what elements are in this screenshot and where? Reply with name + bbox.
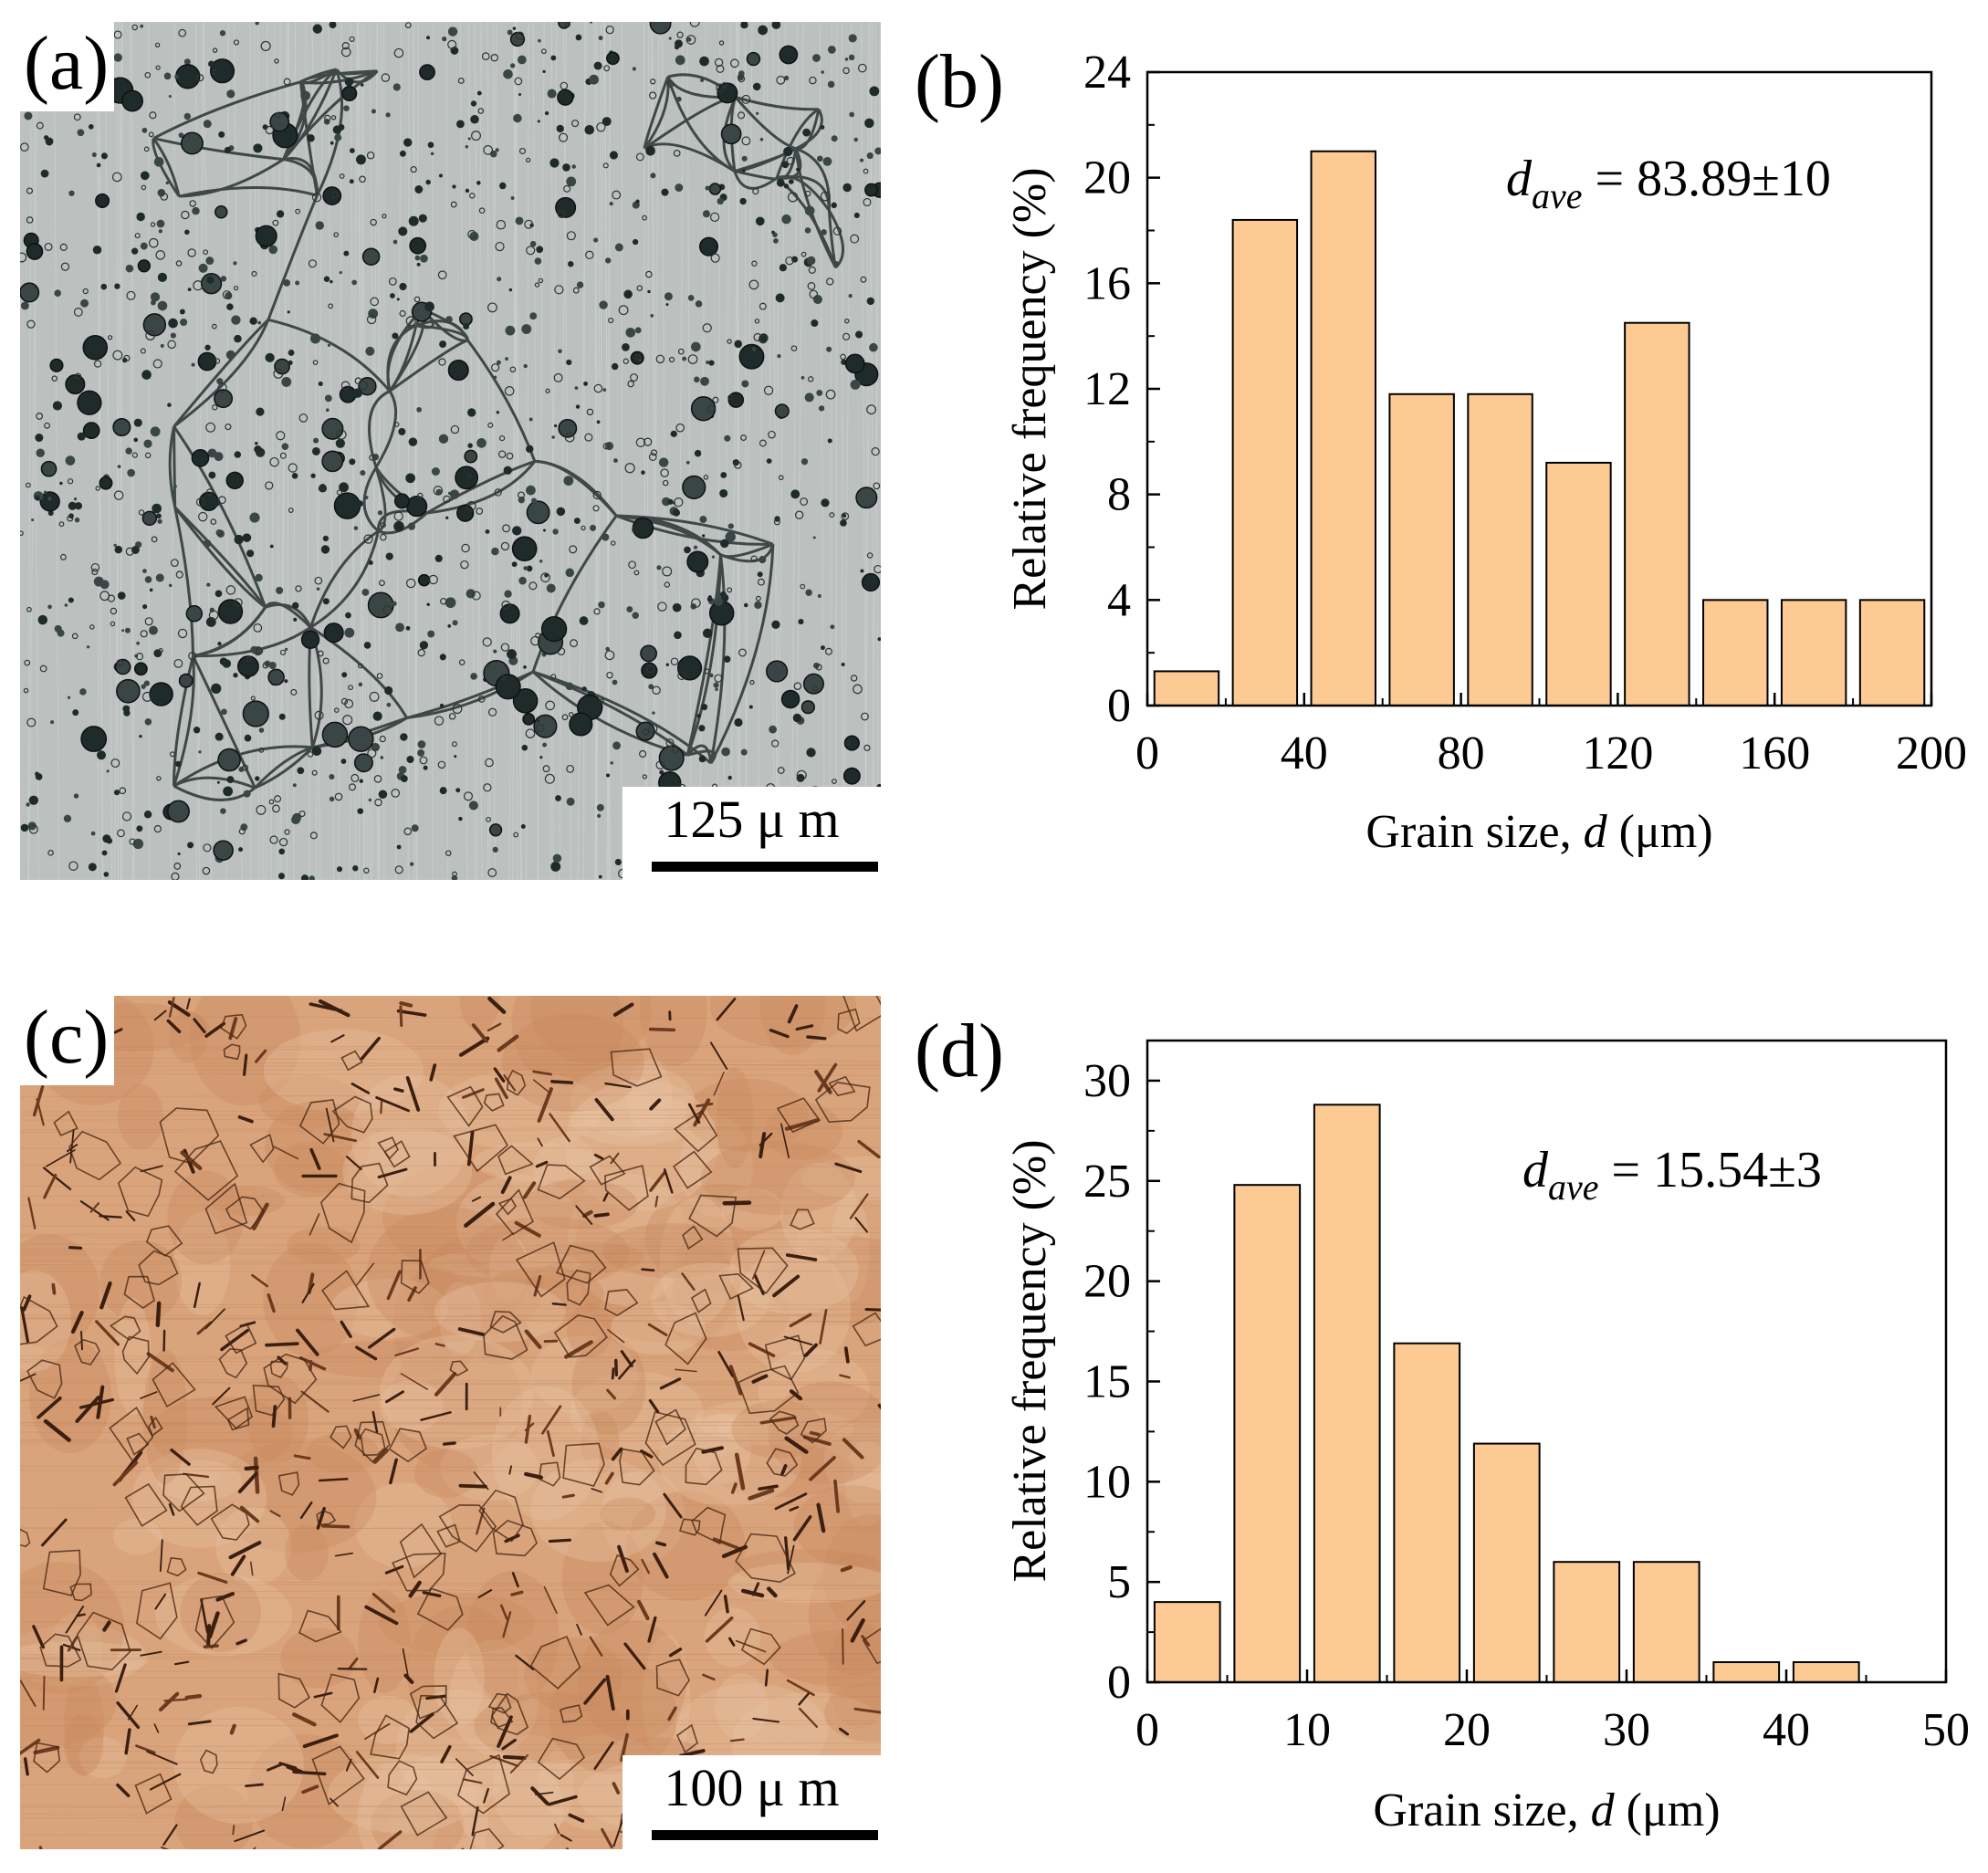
micrograph-c-image	[20, 996, 881, 1849]
ytick-label-b-0: 0	[1107, 680, 1131, 732]
panel-a: (a) 125 μ m	[20, 22, 881, 880]
xtick-label-d-2: 20	[1443, 1704, 1491, 1756]
xtick-label-b-4: 160	[1739, 727, 1810, 780]
y-axis-label-b: Relative frequency (%)	[1004, 167, 1056, 610]
panel-label-d: (d)	[915, 1009, 1004, 1093]
bar-b-1	[1231, 218, 1299, 706]
ytick-label-b-6: 24	[1083, 47, 1131, 99]
bar-d-0	[1153, 1601, 1221, 1683]
scale-bar-c	[652, 1830, 878, 1840]
histogram-d: 0 10 20 30 40 50 0 5 10 15 20 25 30 Grain size, d (μm…	[1004, 1039, 1970, 1836]
average-annotation-b: dave = 83.89±10	[1506, 151, 1831, 216]
micrograph-a-image	[20, 22, 881, 880]
scale-bar-box-a: 125 μ m	[623, 787, 881, 880]
panel-label-c: (c)	[20, 996, 115, 1085]
bar-b-8	[1780, 599, 1847, 706]
bar-d-8	[1792, 1661, 1860, 1683]
xtick-label-d-1: 10	[1283, 1704, 1331, 1756]
ytick-label-b-3: 12	[1083, 363, 1131, 415]
ytick-label-d-1: 5	[1107, 1556, 1131, 1608]
bar-b-4	[1467, 392, 1533, 706]
bar-b-6	[1624, 321, 1690, 706]
micrograph-a	[20, 22, 881, 880]
xtick-label-b-1: 40	[1281, 727, 1328, 780]
scale-bar-label-a: 125 μ m	[664, 790, 840, 849]
bar-d-4	[1472, 1442, 1541, 1684]
bar-d-3	[1393, 1342, 1461, 1683]
xtick-label-b-3: 120	[1582, 727, 1653, 780]
xtick-label-d-4: 40	[1763, 1704, 1810, 1756]
micrograph-c	[20, 996, 881, 1849]
ytick-label-d-0: 0	[1107, 1657, 1131, 1709]
scale-bar-a	[652, 862, 878, 872]
xtick-label-b-0: 0	[1135, 727, 1159, 780]
ytick-label-d-4: 20	[1083, 1256, 1131, 1308]
x-axis-label-d: Grain size, d (μm)	[1373, 1784, 1720, 1836]
bar-b-7	[1702, 599, 1769, 706]
bar-d-5	[1553, 1561, 1621, 1683]
ytick-label-d-5: 25	[1083, 1156, 1131, 1208]
bar-d-1	[1233, 1184, 1302, 1683]
bar-b-0	[1153, 670, 1220, 706]
average-annotation-d: dave = 15.54±3	[1522, 1142, 1822, 1208]
histogram-b: 0 40 80 120 160 200 0 4 8 12 16 20 24 Grain size, d (…	[1004, 47, 1967, 858]
xtick-label-d-5: 50	[1922, 1704, 1970, 1756]
xtick-label-d-0: 0	[1135, 1704, 1159, 1756]
ytick-label-d-6: 30	[1083, 1055, 1131, 1107]
xtick-label-d-3: 30	[1603, 1704, 1650, 1756]
y-axis-label-d: Relative frequency (%)	[1004, 1139, 1056, 1582]
x-axis-label-b: Grain size, d (μm)	[1365, 806, 1712, 858]
xtick-label-b-2: 80	[1438, 727, 1485, 780]
ytick-label-d-2: 10	[1083, 1456, 1131, 1508]
xtick-label-b-5: 200	[1896, 727, 1967, 780]
bar-b-2	[1310, 150, 1376, 706]
panel-label-a: (a)	[20, 22, 115, 111]
ytick-label-b-4: 16	[1083, 257, 1131, 309]
panel-label-b: (b)	[915, 39, 1004, 124]
ytick-label-b-2: 8	[1107, 469, 1131, 521]
ytick-label-d-3: 15	[1083, 1355, 1131, 1407]
bar-d-2	[1313, 1104, 1381, 1684]
ytick-label-b-1: 4	[1107, 574, 1131, 626]
bar-b-5	[1545, 461, 1612, 706]
bar-b-3	[1388, 392, 1455, 706]
microstructure-features-c	[20, 996, 881, 1849]
bar-b-9	[1858, 599, 1926, 706]
scale-bar-label-c: 100 μ m	[664, 1758, 840, 1817]
ytick-label-b-5: 20	[1083, 152, 1131, 204]
bar-d-7	[1712, 1661, 1781, 1683]
precipitates-a	[20, 22, 881, 880]
bar-d-6	[1632, 1561, 1700, 1683]
panel-c: (c) 100 μ m	[20, 996, 881, 1849]
scale-bar-box-c: 100 μ m	[623, 1755, 881, 1849]
